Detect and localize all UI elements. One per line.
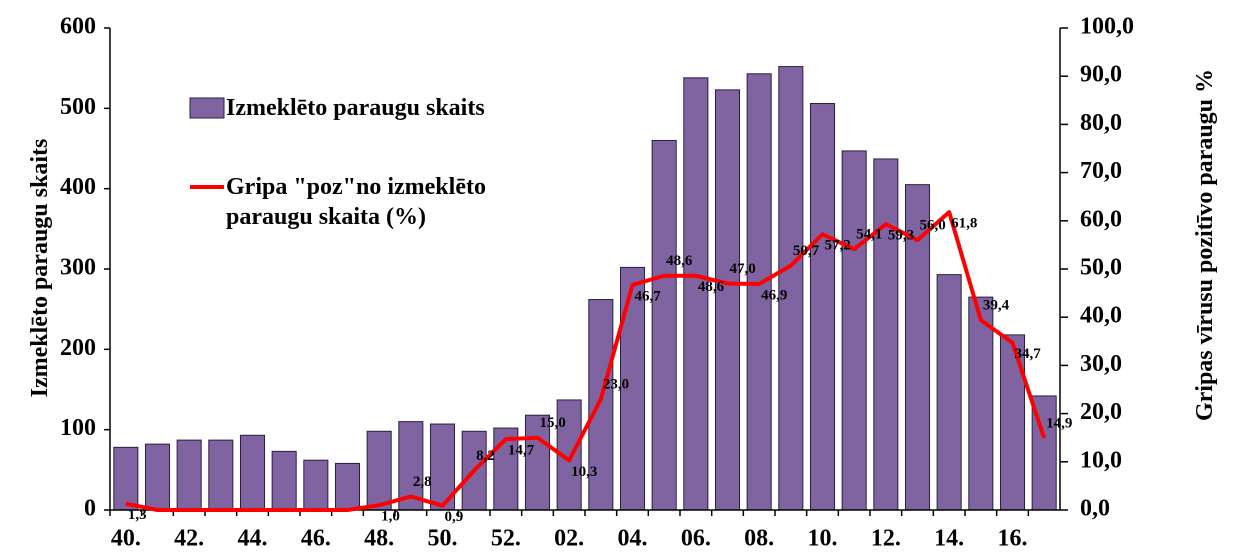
y2-tick-label: 50,0 [1080, 255, 1122, 281]
x-tick-label: 44. [238, 526, 268, 552]
y-tick-label: 100 [60, 415, 96, 441]
data-label: 23,0 [603, 377, 629, 393]
bar [208, 439, 234, 511]
y2-tick-label: 0,0 [1080, 496, 1110, 522]
y2-tick-label: 70,0 [1080, 158, 1122, 184]
x-tick-label: 16. [998, 526, 1028, 552]
data-label: 46,7 [635, 288, 662, 304]
data-label: 46,9 [761, 287, 787, 303]
y-tick-label: 500 [60, 94, 96, 120]
y-tick-label: 600 [60, 14, 96, 40]
x-tick-label: 48. [364, 526, 394, 552]
data-label: 39,4 [983, 298, 1010, 314]
x-tick-label: 52. [491, 526, 521, 552]
y-tick-label: 400 [60, 174, 96, 200]
legend-label: Gripa "poz"no izmeklēto paraugu skaita (… [226, 174, 486, 230]
data-label: 1,3 [128, 507, 147, 523]
data-label: 0,9 [445, 509, 464, 525]
bar [303, 459, 329, 511]
y2-tick-label: 100,0 [1080, 14, 1134, 40]
y2-tick-label: 30,0 [1080, 351, 1122, 377]
data-label: 50,7 [793, 243, 820, 259]
data-label: 61,8 [951, 216, 977, 232]
bar [936, 274, 962, 511]
data-label: 48,6 [666, 253, 693, 269]
x-tick-label: 02. [554, 526, 584, 552]
y2-tick-label: 40,0 [1080, 303, 1122, 329]
y2-axis-title: Gripas vīrusu pozitīvo paraugu % [1192, 68, 1218, 422]
bar [493, 427, 519, 511]
data-label: 59,3 [888, 228, 914, 244]
y2-tick-label: 10,0 [1080, 447, 1122, 473]
data-label: 14,7 [508, 443, 535, 459]
x-tick-label: 12. [871, 526, 901, 552]
y-tick-label: 0 [84, 496, 96, 522]
data-label: 1,0 [381, 509, 400, 525]
bar [968, 296, 994, 511]
bar [873, 158, 899, 511]
bar [271, 450, 297, 511]
x-tick-label: 50. [428, 526, 458, 552]
x-tick-label: 46. [301, 526, 331, 552]
bar [714, 89, 741, 511]
data-label: 34,7 [1015, 346, 1042, 362]
data-label: 15,0 [540, 415, 566, 431]
y2-tick-label: 90,0 [1080, 62, 1122, 88]
bar [113, 446, 139, 511]
bar [366, 430, 392, 511]
x-tick-label: 14. [934, 526, 964, 552]
bar [239, 434, 266, 511]
y-tick-label: 200 [60, 335, 96, 361]
bar [556, 399, 582, 511]
x-tick-label: 42. [174, 526, 204, 552]
y2-tick-label: 80,0 [1080, 110, 1122, 136]
bar [651, 139, 677, 511]
x-tick-label: 10. [808, 526, 838, 552]
y-axis-title: Izmeklēto paraugu skaits [27, 138, 53, 398]
bar [841, 150, 867, 511]
x-tick-label: 08. [744, 526, 774, 552]
data-label: 8,2 [476, 448, 495, 464]
bar [176, 439, 202, 511]
bar [746, 73, 772, 511]
bar [778, 66, 804, 511]
line [125, 210, 1047, 512]
data-label: 54,1 [856, 227, 882, 243]
y2-tick-label: 20,0 [1080, 399, 1122, 425]
y-tick-label: 300 [60, 255, 96, 281]
bar [809, 103, 836, 511]
data-label: 56,0 [920, 218, 946, 234]
y2-tick-label: 60,0 [1080, 206, 1122, 232]
x-tick-label: 04. [618, 526, 648, 552]
bar [334, 462, 361, 511]
data-label: 2,8 [413, 474, 432, 490]
legend-swatch [189, 97, 225, 119]
bar [144, 443, 171, 511]
data-label: 47,0 [730, 261, 756, 277]
data-label: 14,9 [1046, 416, 1072, 432]
legend-label: Izmeklēto paraugu skaits [226, 95, 485, 121]
x-tick-label: 40. [111, 526, 141, 552]
data-label: 10,3 [571, 464, 597, 480]
data-label: 48,6 [698, 279, 725, 295]
data-label: 57,2 [825, 238, 851, 254]
x-tick-label: 06. [681, 526, 711, 552]
